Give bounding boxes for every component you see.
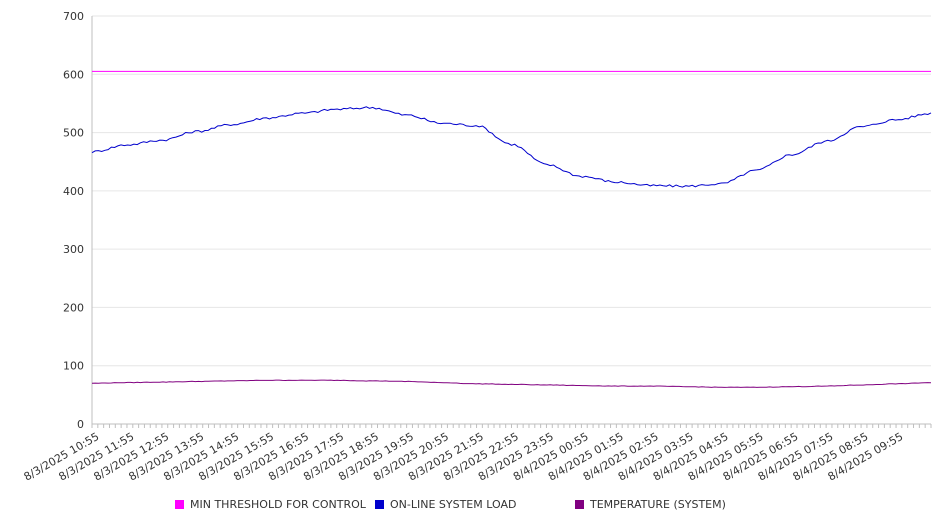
series	[91, 70, 932, 388]
y-tick-label: 100	[63, 360, 84, 373]
legend-label-load: ON-LINE SYSTEM LOAD	[390, 498, 517, 511]
x-tick-labels: 8/3/2025 10:558/3/2025 11:558/3/2025 12:…	[22, 430, 906, 484]
series-line	[91, 106, 932, 188]
y-tick-label: 200	[63, 301, 84, 314]
y-tick-labels: 0 100 200 300 400 500 600 700	[63, 10, 84, 431]
legend-swatch-temperature	[575, 500, 584, 509]
y-tick-label: 700	[63, 10, 84, 23]
legend-label-temperature: TEMPERATURE (SYSTEM)	[590, 498, 726, 511]
y-tick-label: 300	[63, 243, 84, 256]
legend-label-threshold: MIN THRESHOLD FOR CONTROL	[190, 498, 366, 511]
grid	[92, 15, 931, 367]
y-tick-label: 0	[77, 418, 84, 431]
legend-item-load[interactable]: ON-LINE SYSTEM LOAD	[375, 498, 516, 511]
legend-swatch-load	[375, 500, 384, 509]
legend-item-temperature[interactable]: TEMPERATURE (SYSTEM)	[575, 498, 726, 511]
legend: MIN THRESHOLD FOR CONTROL ON-LINE SYSTEM…	[175, 498, 775, 514]
legend-item-threshold[interactable]: MIN THRESHOLD FOR CONTROL	[175, 498, 366, 511]
legend-swatch-threshold	[175, 500, 184, 509]
y-tick-label: 400	[63, 185, 84, 198]
y-tick-label: 500	[63, 127, 84, 140]
y-tick-label: 600	[63, 68, 84, 81]
series-line	[91, 379, 932, 388]
axes	[91, 16, 932, 428]
